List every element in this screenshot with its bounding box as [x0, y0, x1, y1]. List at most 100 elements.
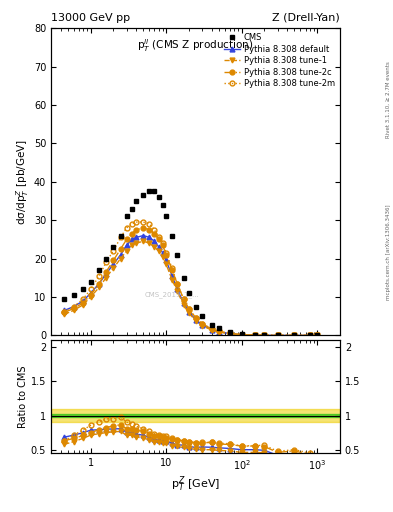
Pythia 8.308 tune-2m — [292, 332, 297, 338]
Text: 13000 GeV pp: 13000 GeV pp — [51, 13, 130, 23]
Pythia 8.308 tune-2m — [104, 259, 108, 265]
Pythia 8.308 tune-2m — [175, 281, 180, 287]
Pythia 8.308 tune-1 — [187, 310, 191, 316]
Pythia 8.308 tune-2c — [181, 296, 186, 302]
CMS — [262, 332, 267, 338]
CMS — [164, 213, 169, 219]
Pythia 8.308 default — [118, 251, 123, 258]
Pythia 8.308 tune-2c — [72, 305, 76, 311]
CMS — [111, 244, 116, 250]
Pythia 8.308 tune-2m — [200, 321, 204, 327]
Pythia 8.308 tune-2c — [111, 258, 116, 264]
Pythia 8.308 tune-2m — [239, 331, 244, 337]
Pythia 8.308 tune-1 — [88, 294, 93, 300]
CMS — [62, 296, 67, 302]
Pythia 8.308 default — [194, 317, 198, 323]
Pythia 8.308 tune-1 — [253, 332, 257, 338]
Pythia 8.308 default — [228, 331, 232, 337]
Pythia 8.308 default — [315, 332, 320, 338]
CMS — [292, 332, 297, 338]
Pythia 8.308 default — [275, 332, 280, 338]
Pythia 8.308 tune-1 — [262, 332, 267, 338]
Pythia 8.308 default — [111, 261, 116, 267]
Pythia 8.308 default — [160, 250, 165, 256]
Pythia 8.308 tune-1 — [308, 332, 312, 338]
Pythia 8.308 tune-2m — [129, 221, 134, 227]
Line: CMS: CMS — [62, 189, 320, 338]
Pythia 8.308 tune-1 — [239, 332, 244, 338]
Pythia 8.308 default — [97, 281, 101, 287]
Pythia 8.308 tune-1 — [228, 331, 232, 337]
Text: Rivet 3.1.10, ≥ 2.7M events: Rivet 3.1.10, ≥ 2.7M events — [386, 61, 391, 138]
Line: Pythia 8.308 tune-2c: Pythia 8.308 tune-2c — [62, 225, 320, 338]
Pythia 8.308 tune-2c — [118, 246, 123, 252]
Pythia 8.308 default — [134, 234, 138, 241]
Pythia 8.308 tune-2c — [160, 242, 165, 248]
CMS — [104, 255, 108, 262]
Pythia 8.308 tune-2c — [217, 328, 221, 334]
Pythia 8.308 default — [175, 286, 180, 292]
Pythia 8.308 default — [200, 322, 204, 328]
CMS — [81, 286, 86, 292]
Pythia 8.308 default — [217, 329, 221, 335]
CMS — [124, 213, 129, 219]
Pythia 8.308 tune-1 — [275, 332, 280, 338]
Text: Z (Drell-Yan): Z (Drell-Yan) — [272, 13, 340, 23]
CMS — [72, 292, 76, 298]
CMS — [209, 322, 214, 328]
Pythia 8.308 tune-2m — [147, 221, 152, 227]
Pythia 8.308 tune-1 — [129, 242, 134, 248]
Pythia 8.308 tune-2c — [253, 332, 257, 338]
Text: CMS_2019_1_...: CMS_2019_1_... — [145, 292, 200, 298]
Pythia 8.308 tune-2m — [72, 304, 76, 310]
Pythia 8.308 tune-2m — [275, 332, 280, 338]
Pythia 8.308 tune-1 — [156, 248, 161, 254]
Pythia 8.308 default — [152, 238, 157, 244]
Pythia 8.308 tune-1 — [175, 288, 180, 294]
Pythia 8.308 tune-2m — [88, 286, 93, 292]
Pythia 8.308 tune-1 — [134, 240, 138, 246]
Pythia 8.308 tune-2c — [134, 227, 138, 233]
Pythia 8.308 tune-2c — [228, 330, 232, 336]
CMS — [239, 331, 244, 337]
Pythia 8.308 tune-2c — [170, 267, 174, 273]
CMS — [88, 279, 93, 285]
Line: Pythia 8.308 tune-1: Pythia 8.308 tune-1 — [62, 239, 320, 338]
Pythia 8.308 tune-2c — [129, 230, 134, 237]
CMS — [275, 332, 280, 338]
Pythia 8.308 tune-1 — [111, 265, 116, 271]
Pythia 8.308 tune-1 — [200, 323, 204, 329]
CMS — [308, 332, 312, 338]
Pythia 8.308 tune-1 — [164, 261, 169, 267]
Pythia 8.308 tune-2m — [181, 296, 186, 302]
Pythia 8.308 tune-2c — [164, 251, 169, 258]
Pythia 8.308 tune-2c — [88, 292, 93, 298]
CMS — [147, 188, 152, 195]
Y-axis label: Ratio to CMS: Ratio to CMS — [18, 366, 28, 428]
Pythia 8.308 tune-1 — [97, 284, 101, 290]
Pythia 8.308 tune-1 — [315, 332, 320, 338]
Pythia 8.308 tune-2c — [97, 281, 101, 287]
Y-axis label: dσ/dp$_T^Z$ [pb/GeV]: dσ/dp$_T^Z$ [pb/GeV] — [14, 139, 31, 225]
Pythia 8.308 tune-2m — [170, 265, 174, 271]
Pythia 8.308 tune-1 — [181, 302, 186, 308]
Pythia 8.308 tune-2m — [97, 273, 101, 279]
Pythia 8.308 tune-2c — [156, 236, 161, 242]
CMS — [170, 232, 174, 239]
Pythia 8.308 tune-2c — [147, 227, 152, 233]
Pythia 8.308 tune-2c — [194, 315, 198, 321]
Pythia 8.308 default — [209, 327, 214, 333]
CMS — [194, 304, 198, 310]
Pythia 8.308 tune-2m — [160, 240, 165, 246]
Pythia 8.308 tune-2m — [156, 234, 161, 241]
Pythia 8.308 tune-2c — [152, 230, 157, 237]
Text: mcplots.cern.ch [arXiv:1306.3436]: mcplots.cern.ch [arXiv:1306.3436] — [386, 205, 391, 301]
CMS — [152, 188, 157, 195]
Pythia 8.308 tune-2c — [308, 332, 312, 338]
Pythia 8.308 tune-2c — [175, 281, 180, 287]
CMS — [156, 194, 161, 200]
Pythia 8.308 tune-2m — [262, 332, 267, 338]
Pythia 8.308 tune-2c — [209, 326, 214, 332]
Pythia 8.308 default — [124, 242, 129, 248]
CMS — [200, 313, 204, 319]
